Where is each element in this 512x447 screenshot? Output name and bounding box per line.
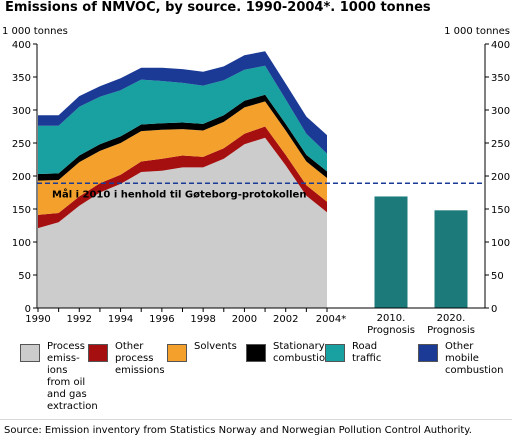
- y-tick-label-left: 300: [12, 106, 31, 117]
- chart-svg: 1 000 tonnes 1 000 tonnes2010.Prognosis20…: [2, 26, 510, 336]
- x-tick-label: 2004*: [316, 314, 346, 325]
- x-tick-label: 1994: [108, 314, 133, 325]
- legend-label: Other process emissions: [115, 341, 165, 376]
- prognosis-bar-1: [374, 196, 408, 308]
- legend-swatch: [20, 344, 40, 362]
- chart-title: Emissions of NMVOC, by source. 1990-2004…: [5, 0, 431, 15]
- y-tick-label-right: 300: [491, 106, 510, 117]
- y-unit-right: 1 000 tonnes: [444, 26, 510, 37]
- target-line-label: Mål i 2010 i henhold til Gøteborg-protok…: [52, 187, 306, 200]
- y-tick-label-left: 0: [25, 304, 31, 315]
- prognosis-bar-2: [434, 210, 468, 308]
- y-tick-label-left: 200: [12, 172, 31, 183]
- prognosis-label-2-line-1: 2020.: [437, 313, 466, 324]
- area-series-1: [38, 137, 327, 308]
- prognosis-label-1-line-2: Prognosis: [367, 325, 415, 336]
- y-tick-label-right: 50: [491, 271, 504, 282]
- legend: Process emiss- ions from oil and gas ext…: [20, 341, 510, 419]
- y-tick-label-right: 350: [491, 73, 510, 84]
- legend-label: Other mobile combustion: [445, 341, 504, 376]
- legend-label: Road traffic: [352, 341, 382, 364]
- legend-label: Stationary combustion: [273, 341, 332, 364]
- area-series-6: [38, 51, 327, 154]
- prognosis-label-1-line-1: 2010.: [377, 313, 406, 324]
- area-series-5: [38, 65, 327, 174]
- y-tick-label-left: 400: [12, 40, 31, 51]
- legend-label: Process emiss- ions from oil and gas ext…: [47, 341, 98, 412]
- legend-label: Solvents: [194, 341, 237, 352]
- y-tick-label-right: 200: [491, 172, 510, 183]
- y-tick-label-left: 100: [12, 238, 31, 249]
- x-tick-label: 1998: [190, 314, 215, 325]
- y-tick-label-right: 100: [491, 238, 510, 249]
- legend-swatch: [418, 344, 438, 362]
- x-tick-label: 1990: [25, 314, 50, 325]
- x-tick-label: 2002: [273, 314, 298, 325]
- y-unit-left: 1 000 tonnes: [2, 26, 68, 37]
- divider: [0, 419, 512, 420]
- prognosis-label-2-line-2: Prognosis: [427, 325, 475, 336]
- legend-swatch: [325, 344, 345, 362]
- area-series-3: [38, 101, 327, 215]
- y-tick-label-left: 50: [18, 271, 31, 282]
- x-tick-label: 2000: [232, 314, 257, 325]
- source-note: Source: Emission inventory from Statisti…: [4, 425, 472, 436]
- area-series-4: [38, 94, 327, 181]
- y-tick-label-left: 150: [12, 205, 31, 216]
- x-tick-label: 1996: [149, 314, 174, 325]
- y-tick-label-right: 0: [491, 304, 497, 315]
- legend-swatch: [167, 344, 187, 362]
- y-tick-label-left: 350: [12, 73, 31, 84]
- x-tick-label: 1992: [67, 314, 92, 325]
- legend-swatch: [88, 344, 108, 362]
- y-tick-label-left: 250: [12, 139, 31, 150]
- legend-swatch: [246, 344, 266, 362]
- y-tick-label-right: 150: [491, 205, 510, 216]
- y-tick-label-right: 250: [491, 139, 510, 150]
- y-tick-label-right: 400: [491, 40, 510, 51]
